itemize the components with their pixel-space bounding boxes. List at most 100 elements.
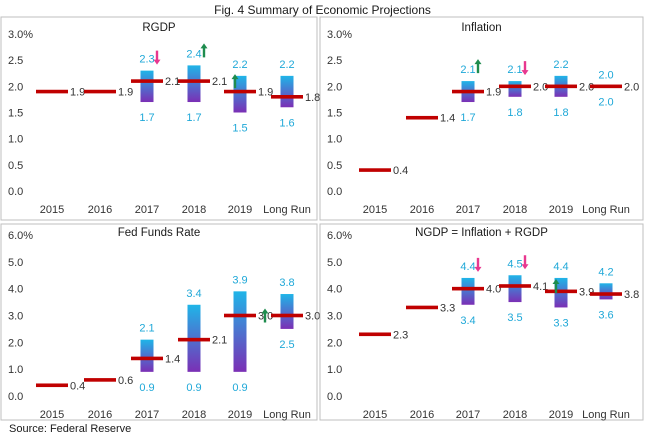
range-high-label: 2.0 <box>598 69 613 81</box>
up-arrow-icon <box>261 308 269 323</box>
range-bar <box>233 75 247 113</box>
range-high-label: 4.5 <box>507 258 522 270</box>
median-marker <box>452 286 484 291</box>
range-high-label: 3.8 <box>279 277 294 289</box>
median-marker <box>271 313 303 318</box>
median-marker <box>499 284 531 288</box>
y-tick-label: 4.0 <box>8 284 23 296</box>
median-label: 2.0 <box>624 81 639 93</box>
range-high-label: 2.1 <box>507 64 522 76</box>
x-tick-label: 2015 <box>363 409 387 421</box>
source-note: Source: Federal Reserve <box>9 423 132 435</box>
range-high-label: 2.1 <box>139 323 154 335</box>
range-bar <box>233 291 247 372</box>
y-tick-label: 6.0% <box>327 230 352 242</box>
median-marker <box>84 378 116 382</box>
range-low-label: 2.5 <box>279 339 294 351</box>
median-label: 4.0 <box>486 284 501 296</box>
median-label: 3.3 <box>440 302 455 314</box>
median-marker <box>224 89 256 94</box>
median-marker <box>178 337 210 342</box>
range-bar <box>280 294 294 329</box>
range-high-label: 4.2 <box>598 266 613 278</box>
range-high-label: 3.4 <box>186 288 201 300</box>
y-tick-label: 2.5 <box>327 55 342 67</box>
x-tick-label: 2016 <box>88 204 112 216</box>
down-arrow-icon <box>153 50 161 65</box>
y-tick-label: 0.0 <box>327 186 342 198</box>
y-tick-label: 3.0% <box>327 29 352 41</box>
y-tick-label: 0.5 <box>327 160 342 172</box>
x-tick-label: Long Run <box>263 204 311 216</box>
y-tick-label: 3.0 <box>327 311 342 323</box>
range-low-label: 1.8 <box>507 107 522 119</box>
x-tick-label: 2017 <box>456 409 480 421</box>
range-low-label: 0.9 <box>186 382 201 394</box>
range-bar <box>280 75 294 108</box>
median-marker <box>545 289 577 294</box>
range-low-label: 1.6 <box>279 117 294 129</box>
median-marker <box>499 84 531 89</box>
panel-frame <box>319 223 644 421</box>
median-marker <box>131 356 163 361</box>
median-label: 0.6 <box>118 375 133 387</box>
median-marker <box>84 89 116 94</box>
up-arrow-icon <box>474 59 482 74</box>
median-label: 2.1 <box>212 76 227 88</box>
range-high-label: 2.2 <box>279 59 294 71</box>
range-low-label: 1.7 <box>186 112 201 124</box>
median-marker <box>406 115 438 120</box>
median-marker <box>224 313 256 318</box>
median-marker <box>36 383 68 388</box>
x-tick-label: 2016 <box>410 204 434 216</box>
panel-title: Inflation <box>461 22 501 34</box>
range-low-label: 1.8 <box>553 107 568 119</box>
median-label: 2.0 <box>579 81 594 93</box>
down-arrow-icon <box>521 255 529 270</box>
median-marker <box>590 292 622 296</box>
y-tick-label: 3.0% <box>8 29 33 41</box>
x-tick-label: 2019 <box>549 409 573 421</box>
x-tick-label: Long Run <box>582 409 630 421</box>
median-label: 2.1 <box>165 76 180 88</box>
x-tick-label: 2019 <box>228 204 252 216</box>
median-label: 2.3 <box>393 329 408 341</box>
median-label: 0.4 <box>70 380 85 392</box>
range-low-label: 3.5 <box>507 312 522 324</box>
range-high-label: 2.2 <box>553 59 568 71</box>
x-tick-label: 2016 <box>410 409 434 421</box>
range-high-label: 2.2 <box>232 59 247 71</box>
range-bar <box>140 339 154 372</box>
range-high-label: 4.4 <box>553 261 568 273</box>
range-low-label: 0.9 <box>232 382 247 394</box>
x-tick-label: 2015 <box>363 204 387 216</box>
median-label: 1.9 <box>258 87 273 99</box>
x-tick-label: 2018 <box>182 409 206 421</box>
x-tick-label: 2018 <box>503 204 527 216</box>
y-tick-label: 2.0 <box>8 337 23 349</box>
y-tick-label: 1.5 <box>8 108 23 120</box>
up-arrow-icon <box>231 74 239 89</box>
up-arrow-icon <box>552 278 560 293</box>
range-bar <box>187 65 201 103</box>
x-tick-label: Long Run <box>263 409 311 421</box>
median-label: 1.4 <box>165 353 180 365</box>
range-low-label: 3.3 <box>553 317 568 329</box>
y-tick-label: 2.0 <box>327 81 342 93</box>
y-tick-label: 1.0 <box>327 364 342 376</box>
range-high-label: 2.4 <box>186 48 201 60</box>
x-tick-label: 2019 <box>549 204 573 216</box>
x-tick-label: 2017 <box>135 204 159 216</box>
median-marker <box>131 79 163 83</box>
x-tick-label: 2015 <box>40 204 64 216</box>
x-tick-label: 2016 <box>88 409 112 421</box>
y-tick-label: 2.5 <box>8 55 23 67</box>
y-tick-label: 0.0 <box>8 186 23 198</box>
range-high-label: 3.9 <box>232 274 247 286</box>
range-low-label: 1.7 <box>460 112 475 124</box>
y-tick-label: 1.0 <box>8 134 23 146</box>
range-high-label: 4.4 <box>460 261 475 273</box>
range-low-label: 2.0 <box>598 96 613 108</box>
y-tick-label: 0.0 <box>327 391 342 403</box>
